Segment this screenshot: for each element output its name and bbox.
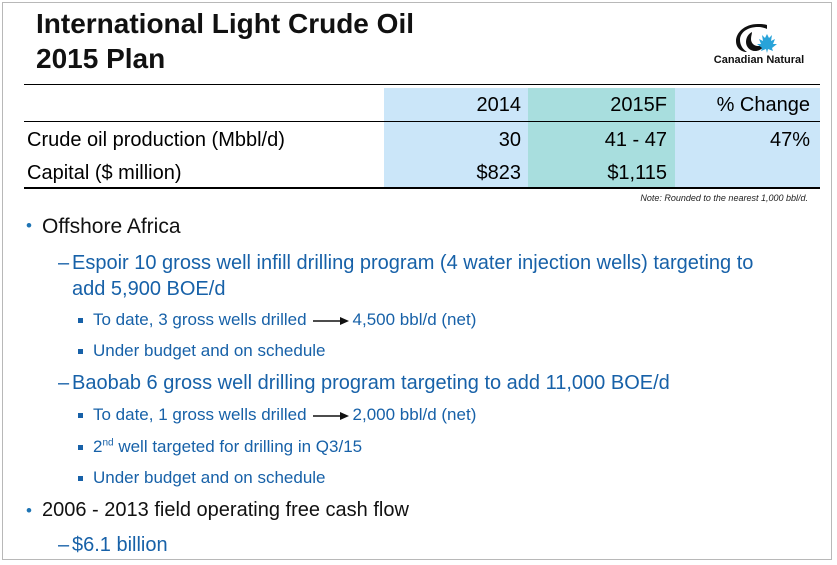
- bullet-espoir: Espoir 10 gross well infill drilling pro…: [72, 252, 754, 300]
- baobab-net-rate: 2,000 bbl/d (net): [352, 405, 477, 424]
- bullet-cash-flow: 2006 - 2013 field operating free cash fl…: [42, 499, 409, 521]
- espoir-wells-drilled: To date, 3 gross wells drilled: [93, 310, 307, 329]
- bullet-espoir-wells: To date, 3 gross wells drilled 4,500 bbl/…: [93, 310, 476, 330]
- production-change: 47%: [769, 129, 810, 151]
- dash-marker: –: [58, 534, 70, 556]
- bullet-baobab-wells: To date, 1 gross wells drilled 2,000 bbl/…: [93, 405, 476, 425]
- title-divider: [24, 84, 820, 85]
- dash-marker: –: [58, 372, 70, 394]
- bullet-dot: •: [26, 216, 32, 235]
- column-2014-bg: [384, 88, 528, 187]
- bullet-baobab-second-well: 2nd well targeted for drilling in Q3/15: [93, 437, 362, 457]
- column-change-bg: [675, 88, 820, 187]
- square-bullet: [78, 445, 83, 450]
- table-bottom-rule: [24, 187, 820, 189]
- production-2015f: 41 - 47: [604, 129, 667, 151]
- arrow-right-icon: [312, 316, 349, 325]
- bullet-offshore-africa: Offshore Africa: [42, 215, 181, 238]
- espoir-net-rate: 4,500 bbl/d (net): [352, 310, 477, 329]
- capital-2014: $823: [476, 162, 522, 184]
- header-2014: 2014: [476, 94, 522, 116]
- title-line-1: International Light Crude Oil: [36, 8, 414, 39]
- square-bullet: [78, 413, 83, 418]
- arrow-right-icon: [312, 411, 349, 420]
- slide-frame: [2, 2, 832, 560]
- dash-marker: –: [58, 252, 70, 274]
- bullet-baobab: Baobab 6 gross well drilling program tar…: [72, 372, 670, 394]
- production-2014: 30: [498, 129, 521, 151]
- header-percent-change: % Change: [716, 94, 810, 116]
- title-line-2: 2015 Plan: [36, 43, 166, 74]
- canadian-natural-logo-icon: [736, 24, 777, 53]
- table-header-rule: [24, 121, 820, 122]
- table-note: Note: Rounded to the nearest 1,000 bbl/d…: [640, 193, 808, 203]
- row-label-production: Crude oil production (Mbbl/d): [27, 129, 285, 151]
- bullet-baobab-budget: Under budget and on schedule: [93, 468, 326, 487]
- row-label-capital: Capital ($ million): [27, 162, 182, 184]
- header-2015f: 2015F: [610, 94, 667, 116]
- ordinal-number: 2: [93, 437, 103, 456]
- bullet-cash-flow-amount: $6.1 billion: [72, 534, 168, 556]
- square-bullet: [78, 476, 83, 481]
- capital-2015f: $1,115: [607, 162, 667, 184]
- bullet-espoir-budget: Under budget and on schedule: [93, 341, 326, 360]
- column-2015f-bg: [528, 88, 675, 187]
- ordinal-suffix: nd: [102, 437, 114, 449]
- bullet-dot: •: [26, 501, 32, 520]
- baobab-wells-drilled: To date, 1 gross wells drilled: [93, 405, 307, 424]
- second-well-text: well targeted for drilling in Q3/15: [113, 437, 363, 456]
- slide-title: International Light Crude Oil 2015 Plan: [36, 6, 414, 76]
- square-bullet: [78, 318, 83, 323]
- company-logo: Canadian Natural: [706, 22, 812, 70]
- square-bullet: [78, 349, 83, 354]
- logo-text: Canadian Natural: [713, 54, 805, 66]
